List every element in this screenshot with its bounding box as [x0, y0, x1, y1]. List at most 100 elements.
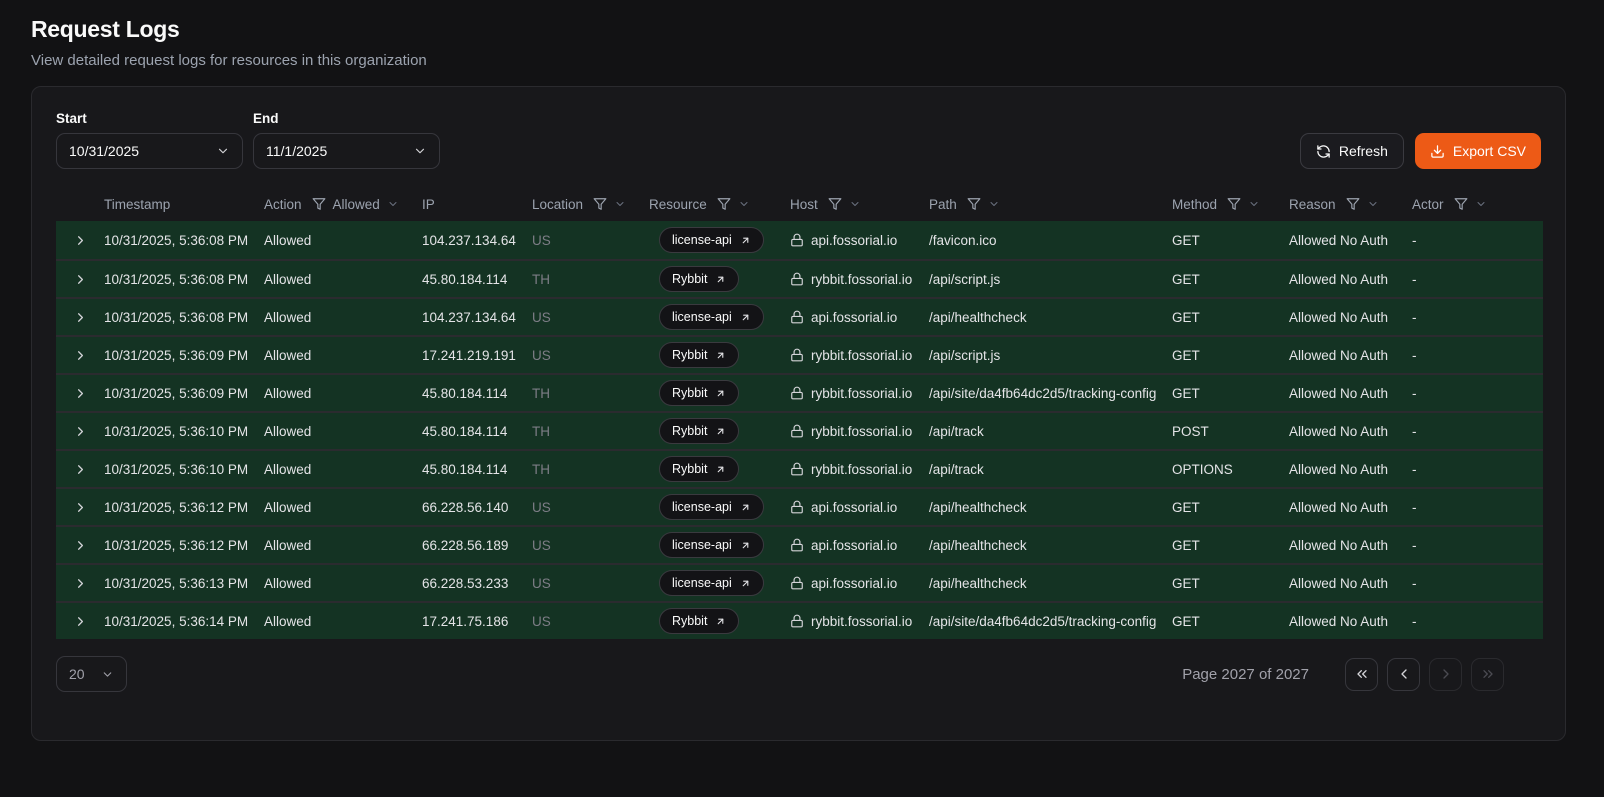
log-row[interactable]: 10/31/2025, 5:36:10 PM Allowed 45.80.184…: [56, 449, 1543, 487]
column-header-ip: IP: [419, 197, 529, 212]
log-row[interactable]: 10/31/2025, 5:36:09 PM Allowed 45.80.184…: [56, 373, 1543, 411]
cell-timestamp: 10/31/2025, 5:36:09 PM: [101, 348, 261, 363]
expand-row-button[interactable]: [71, 498, 90, 517]
resource-badge[interactable]: Rybbit: [659, 266, 739, 292]
column-header-host: Host: [787, 197, 926, 212]
table-footer: 20 Page 2027 of 2027: [56, 656, 1541, 692]
cell-path: /api/track: [926, 424, 1169, 439]
cell-action: Allowed: [261, 310, 419, 325]
log-row[interactable]: 10/31/2025, 5:36:08 PM Allowed 45.80.184…: [56, 259, 1543, 297]
column-header-location: Location: [529, 197, 646, 212]
expand-row-button[interactable]: [71, 346, 90, 365]
page-header: Request Logs View detailed request logs …: [0, 0, 1604, 69]
resource-badge[interactable]: Rybbit: [659, 456, 739, 482]
column-filter-button[interactable]: [593, 197, 626, 211]
cell-action: Allowed: [261, 233, 419, 248]
cell-method: GET: [1169, 538, 1286, 553]
chevron-right-icon: [73, 272, 88, 287]
log-row[interactable]: 10/31/2025, 5:36:08 PM Allowed 104.237.1…: [56, 297, 1543, 335]
resource-badge[interactable]: license-api: [659, 570, 764, 596]
cell-timestamp: 10/31/2025, 5:36:14 PM: [101, 614, 261, 629]
chevron-right-icon: [73, 500, 88, 515]
filter-icon: [593, 197, 607, 211]
cell-reason: Allowed No Auth: [1286, 538, 1409, 553]
cell-resource: Rybbit: [646, 266, 787, 292]
log-row[interactable]: 10/31/2025, 5:36:08 PM Allowed 104.237.1…: [56, 221, 1543, 259]
expand-row-button[interactable]: [71, 574, 90, 593]
table-header-row: TimestampActionAllowedIPLocationResource…: [56, 187, 1543, 221]
column-label: Method: [1172, 197, 1217, 212]
next-page-button: [1429, 658, 1462, 691]
cell-location: TH: [529, 272, 646, 287]
refresh-button[interactable]: Refresh: [1300, 133, 1404, 169]
chevron-down-icon: [413, 144, 427, 158]
lock-icon: [790, 272, 804, 286]
cell-resource: license-api: [646, 227, 787, 253]
cell-path: /api/script.js: [926, 272, 1169, 287]
column-filter-button[interactable]: [1454, 197, 1487, 211]
expand-row-button[interactable]: [71, 460, 90, 479]
log-row[interactable]: 10/31/2025, 5:36:12 PM Allowed 66.228.56…: [56, 487, 1543, 525]
resource-badge[interactable]: Rybbit: [659, 342, 739, 368]
expand-row-button[interactable]: [71, 270, 90, 289]
cell-method: GET: [1169, 310, 1286, 325]
log-row[interactable]: 10/31/2025, 5:36:13 PM Allowed 66.228.53…: [56, 563, 1543, 601]
column-filter-button[interactable]: [1346, 197, 1379, 211]
column-filter-button[interactable]: [717, 197, 750, 211]
log-row[interactable]: 10/31/2025, 5:36:10 PM Allowed 45.80.184…: [56, 411, 1543, 449]
log-row[interactable]: 10/31/2025, 5:36:12 PM Allowed 66.228.56…: [56, 525, 1543, 563]
start-date-select[interactable]: 10/31/2025: [56, 133, 243, 169]
resource-badge[interactable]: Rybbit: [659, 608, 739, 634]
cell-path: /api/script.js: [926, 348, 1169, 363]
end-date-select[interactable]: 11/1/2025: [253, 133, 440, 169]
chevron-down-icon: [101, 668, 114, 681]
resource-badge[interactable]: license-api: [659, 304, 764, 330]
chevron-right-icon: [73, 386, 88, 401]
lock-icon: [790, 462, 804, 476]
cell-location: US: [529, 233, 646, 248]
expand-row-button[interactable]: [71, 422, 90, 441]
resource-badge-label: Rybbit: [672, 272, 707, 286]
column-filter-button[interactable]: Allowed: [312, 197, 399, 212]
cell-host: rybbit.fossorial.io: [787, 462, 926, 477]
controls-row: Start 10/31/2025 End 11/1/2025 Refresh: [56, 111, 1541, 169]
cell-resource: Rybbit: [646, 380, 787, 406]
cell-reason: Allowed No Auth: [1286, 310, 1409, 325]
resource-badge[interactable]: license-api: [659, 227, 764, 253]
resource-badge[interactable]: Rybbit: [659, 418, 739, 444]
resource-badge-label: license-api: [672, 576, 732, 590]
cell-host: api.fossorial.io: [787, 576, 926, 591]
column-filter-button[interactable]: [828, 197, 861, 211]
expand-row-button[interactable]: [71, 384, 90, 403]
cell-reason: Allowed No Auth: [1286, 424, 1409, 439]
resource-badge-label: license-api: [672, 310, 732, 324]
expand-row-button[interactable]: [71, 536, 90, 555]
column-label: Actor: [1412, 197, 1444, 212]
host-value: api.fossorial.io: [811, 500, 897, 515]
resource-badge[interactable]: Rybbit: [659, 380, 739, 406]
first-page-button[interactable]: [1345, 658, 1378, 691]
chevron-right-icon: [73, 614, 88, 629]
filter-icon: [1227, 197, 1241, 211]
expand-row-button[interactable]: [71, 612, 90, 631]
previous-page-button[interactable]: [1387, 658, 1420, 691]
log-row[interactable]: 10/31/2025, 5:36:14 PM Allowed 17.241.75…: [56, 601, 1543, 639]
resource-badge[interactable]: license-api: [659, 494, 764, 520]
expand-row-button[interactable]: [71, 231, 90, 250]
log-row[interactable]: 10/31/2025, 5:36:09 PM Allowed 17.241.21…: [56, 335, 1543, 373]
expand-row-button[interactable]: [71, 308, 90, 327]
cell-location: TH: [529, 386, 646, 401]
page-size-select[interactable]: 20: [56, 656, 127, 692]
column-filter-button[interactable]: [967, 197, 1000, 211]
external-link-icon: [715, 426, 726, 437]
export-csv-button[interactable]: Export CSV: [1415, 133, 1541, 169]
cell-path: /api/healthcheck: [926, 538, 1169, 553]
host-value: rybbit.fossorial.io: [811, 462, 912, 477]
cell-resource: Rybbit: [646, 456, 787, 482]
pagination-buttons: [1345, 658, 1504, 691]
resource-badge[interactable]: license-api: [659, 532, 764, 558]
chevron-down-icon: [1248, 198, 1260, 210]
cell-path: /favicon.ico: [926, 233, 1169, 248]
column-filter-button[interactable]: [1227, 197, 1260, 211]
cell-method: POST: [1169, 424, 1286, 439]
